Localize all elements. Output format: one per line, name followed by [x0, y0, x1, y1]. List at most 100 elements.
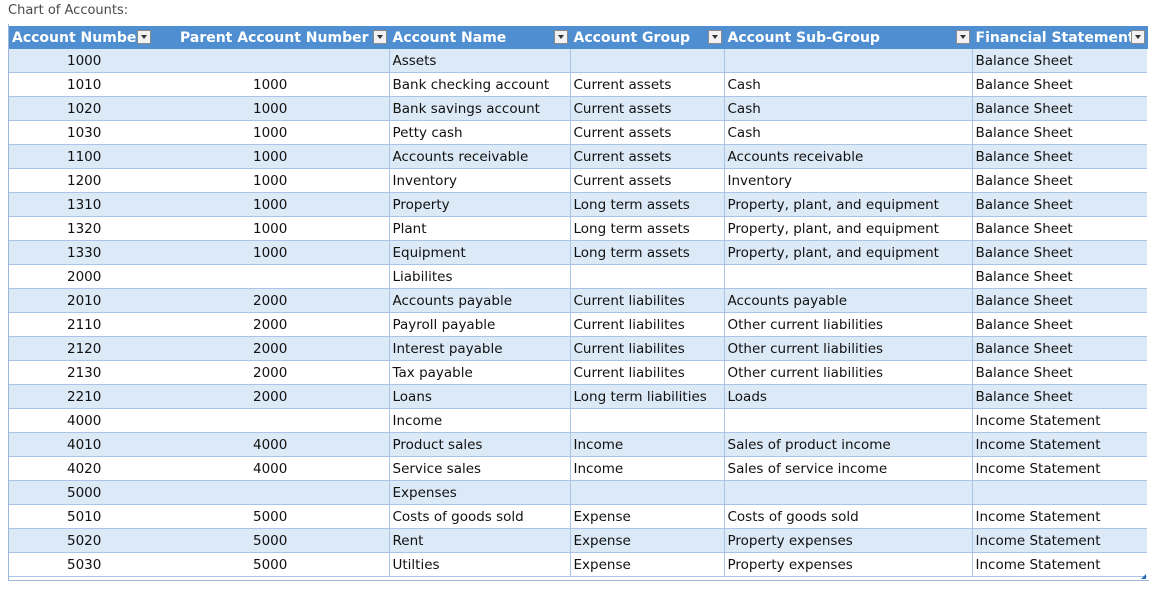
account-subgroup-cell[interactable]: Cash	[723, 96, 972, 121]
financial-statement-cell[interactable]: Income Statement	[971, 504, 1147, 529]
financial-statement-cell[interactable]: Income Statement	[971, 456, 1147, 481]
financial-statement-cell[interactable]: Balance Sheet	[971, 288, 1147, 313]
parent-account-cell[interactable]: 1000	[153, 144, 389, 169]
account-number-cell[interactable]: 2010	[9, 288, 153, 313]
account-name-cell[interactable]: Product sales	[388, 432, 570, 457]
financial-statement-cell[interactable]: Balance Sheet	[971, 216, 1147, 241]
account-name-cell[interactable]: Equipment	[388, 240, 570, 265]
parent-account-cell[interactable]	[153, 264, 389, 289]
account-group-cell[interactable]	[569, 480, 724, 505]
account-name-cell[interactable]: Loans	[388, 384, 570, 409]
financial-statement-cell[interactable]: Balance Sheet	[971, 192, 1147, 217]
parent-account-cell[interactable]	[153, 49, 389, 73]
account-group-cell[interactable]: Expense	[569, 504, 724, 529]
account-group-cell[interactable]: Current assets	[569, 168, 724, 193]
parent-account-cell[interactable]: 1000	[153, 216, 389, 241]
account-number-cell[interactable]: 2120	[9, 336, 153, 361]
account-number-cell[interactable]: 1320	[9, 216, 153, 241]
account-subgroup-cell[interactable]: Cash	[723, 72, 972, 97]
account-name-cell[interactable]: Assets	[388, 49, 570, 73]
parent-account-cell[interactable]: 2000	[153, 360, 389, 385]
account-name-cell[interactable]: Accounts receivable	[388, 144, 570, 169]
parent-account-cell[interactable]: 2000	[153, 288, 389, 313]
account-name-cell[interactable]: Inventory	[388, 168, 570, 193]
account-number-cell[interactable]: 4000	[9, 408, 153, 433]
financial-statement-cell[interactable]: Balance Sheet	[971, 240, 1147, 265]
account-name-cell[interactable]: Bank checking account	[388, 72, 570, 97]
account-group-cell[interactable]: Current assets	[569, 144, 724, 169]
account-subgroup-cell[interactable]: Other current liabilities	[723, 336, 972, 361]
parent-account-cell[interactable]: 2000	[153, 336, 389, 361]
account-number-cell[interactable]: 5000	[9, 480, 153, 505]
parent-account-cell[interactable]: 5000	[153, 528, 389, 553]
financial-statement-cell[interactable]	[971, 480, 1147, 505]
account-number-cell[interactable]: 2130	[9, 360, 153, 385]
account-name-cell[interactable]: Expenses	[388, 480, 570, 505]
account-group-cell[interactable]: Long term assets	[569, 240, 724, 265]
account-name-cell[interactable]: Interest payable	[388, 336, 570, 361]
account-group-cell[interactable]: Long term assets	[569, 216, 724, 241]
parent-account-cell[interactable]: 1000	[153, 240, 389, 265]
account-group-cell[interactable]: Current liabilites	[569, 288, 724, 313]
column-header[interactable]: Account Group	[570, 26, 725, 49]
account-subgroup-cell[interactable]: Accounts payable	[723, 288, 972, 313]
filter-dropdown-icon[interactable]	[955, 30, 970, 44]
parent-account-cell[interactable]: 1000	[153, 192, 389, 217]
account-name-cell[interactable]: Property	[388, 192, 570, 217]
account-subgroup-cell[interactable]	[723, 49, 972, 73]
parent-account-cell[interactable]: 1000	[153, 120, 389, 145]
account-subgroup-cell[interactable]: Property expenses	[723, 528, 972, 553]
account-name-cell[interactable]: Plant	[388, 216, 570, 241]
account-group-cell[interactable]: Income	[569, 456, 724, 481]
account-number-cell[interactable]: 5030	[9, 552, 153, 577]
account-group-cell[interactable]	[569, 49, 724, 73]
column-header[interactable]: Account Sub-Group	[724, 26, 973, 49]
account-subgroup-cell[interactable]	[723, 480, 972, 505]
financial-statement-cell[interactable]: Balance Sheet	[971, 312, 1147, 337]
account-name-cell[interactable]: Payroll payable	[388, 312, 570, 337]
account-number-cell[interactable]: 1000	[9, 49, 153, 73]
financial-statement-cell[interactable]: Balance Sheet	[971, 72, 1147, 97]
account-subgroup-cell[interactable]: Sales of product income	[723, 432, 972, 457]
account-name-cell[interactable]: Bank savings account	[388, 96, 570, 121]
account-subgroup-cell[interactable]: Sales of service income	[723, 456, 972, 481]
column-header[interactable]: Financial Statement	[972, 26, 1148, 49]
financial-statement-cell[interactable]: Income Statement	[971, 528, 1147, 553]
filter-dropdown-icon[interactable]	[553, 30, 568, 44]
account-subgroup-cell[interactable]: Loads	[723, 384, 972, 409]
account-group-cell[interactable]: Expense	[569, 552, 724, 577]
parent-account-cell[interactable]: 5000	[153, 504, 389, 529]
filter-dropdown-icon[interactable]	[707, 30, 722, 44]
account-subgroup-cell[interactable]: Inventory	[723, 168, 972, 193]
parent-account-cell[interactable]: 5000	[153, 552, 389, 577]
account-subgroup-cell[interactable]	[723, 264, 972, 289]
account-name-cell[interactable]: Income	[388, 408, 570, 433]
account-name-cell[interactable]: Service sales	[388, 456, 570, 481]
account-number-cell[interactable]: 1010	[9, 72, 153, 97]
account-number-cell[interactable]: 1330	[9, 240, 153, 265]
account-name-cell[interactable]: Petty cash	[388, 120, 570, 145]
account-group-cell[interactable]: Income	[569, 432, 724, 457]
account-number-cell[interactable]: 1030	[9, 120, 153, 145]
account-number-cell[interactable]: 5010	[9, 504, 153, 529]
account-subgroup-cell[interactable]	[723, 408, 972, 433]
account-name-cell[interactable]: Liabilites	[388, 264, 570, 289]
parent-account-cell[interactable]: 4000	[153, 432, 389, 457]
parent-account-cell[interactable]: 2000	[153, 312, 389, 337]
account-group-cell[interactable]: Current assets	[569, 96, 724, 121]
parent-account-cell[interactable]: 2000	[153, 384, 389, 409]
account-group-cell[interactable]: Long term assets	[569, 192, 724, 217]
financial-statement-cell[interactable]: Balance Sheet	[971, 49, 1147, 73]
financial-statement-cell[interactable]: Balance Sheet	[971, 360, 1147, 385]
account-subgroup-cell[interactable]: Property, plant, and equipment	[723, 216, 972, 241]
account-group-cell[interactable]: Long term liabilities	[569, 384, 724, 409]
account-subgroup-cell[interactable]: Other current liabilities	[723, 312, 972, 337]
account-subgroup-cell[interactable]: Costs of goods sold	[723, 504, 972, 529]
parent-account-cell[interactable]: 4000	[153, 456, 389, 481]
account-number-cell[interactable]: 1310	[9, 192, 153, 217]
account-group-cell[interactable]	[569, 264, 724, 289]
account-number-cell[interactable]: 2210	[9, 384, 153, 409]
account-number-cell[interactable]: 2110	[9, 312, 153, 337]
account-number-cell[interactable]: 2000	[9, 264, 153, 289]
parent-account-cell[interactable]	[153, 480, 389, 505]
